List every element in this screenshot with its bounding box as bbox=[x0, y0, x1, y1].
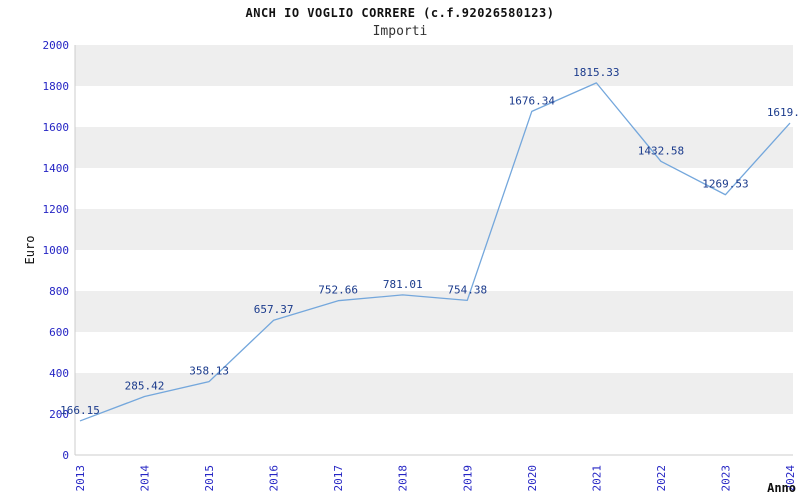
grid-band bbox=[75, 209, 793, 250]
grid-band bbox=[75, 332, 793, 373]
x-tick-label: 2020 bbox=[526, 465, 539, 492]
chart-subtitle: Importi bbox=[372, 24, 428, 39]
x-tick-label: 2013 bbox=[74, 465, 87, 492]
x-tick-label: 2021 bbox=[590, 465, 603, 492]
point-value-label: 1676.34 bbox=[509, 94, 556, 107]
grid-band bbox=[75, 373, 793, 414]
point-value-label: 285.42 bbox=[125, 379, 165, 392]
x-tick-label: 2023 bbox=[719, 465, 732, 492]
point-value-label: 752.66 bbox=[318, 284, 358, 297]
y-tick-label: 800 bbox=[49, 285, 69, 298]
grid-band bbox=[75, 250, 793, 291]
point-value-label: 1815.33 bbox=[573, 66, 619, 79]
grid-band bbox=[75, 45, 793, 86]
y-tick-label: 1200 bbox=[43, 203, 70, 216]
grid-band bbox=[75, 168, 793, 209]
y-tick-label: 0 bbox=[62, 449, 69, 462]
x-tick-label: 2015 bbox=[203, 465, 216, 492]
x-tick-label: 2017 bbox=[332, 465, 345, 492]
point-value-label: 1269.53 bbox=[702, 178, 748, 191]
grid-band bbox=[75, 414, 793, 455]
y-tick-label: 1400 bbox=[43, 162, 70, 175]
grid-band bbox=[75, 127, 793, 168]
grid-band bbox=[75, 86, 793, 127]
y-tick-label: 400 bbox=[49, 367, 69, 380]
y-tick-label: 200 bbox=[49, 408, 69, 421]
y-tick-label: 600 bbox=[49, 326, 69, 339]
point-value-label: 166.15 bbox=[60, 404, 100, 417]
point-value-label: 781.01 bbox=[383, 278, 423, 291]
point-value-label: 657.37 bbox=[254, 303, 294, 316]
y-tick-label: 1800 bbox=[43, 80, 70, 93]
x-tick-label: 2022 bbox=[655, 465, 668, 492]
x-tick-label: 2016 bbox=[268, 465, 281, 492]
y-tick-label: 1000 bbox=[43, 244, 70, 257]
x-tick-label: 2019 bbox=[461, 465, 474, 492]
data-line bbox=[79, 82, 791, 422]
y-tick-label: 2000 bbox=[43, 39, 70, 52]
point-value-label: 1619.35 bbox=[767, 106, 800, 119]
x-tick-label: 2024 bbox=[784, 465, 797, 492]
x-tick-label: 2018 bbox=[397, 465, 410, 492]
point-value-label: 754.38 bbox=[447, 283, 487, 296]
x-axis-title: Anno bbox=[767, 481, 796, 495]
point-value-label: 1432.58 bbox=[638, 144, 684, 157]
chart-title: ANCH IO VOGLIO CORRERE (c.f.92026580123) bbox=[245, 6, 555, 20]
y-tick-label: 1600 bbox=[43, 121, 70, 134]
x-tick-label: 2014 bbox=[139, 465, 152, 492]
point-value-label: 358.13 bbox=[189, 365, 229, 378]
